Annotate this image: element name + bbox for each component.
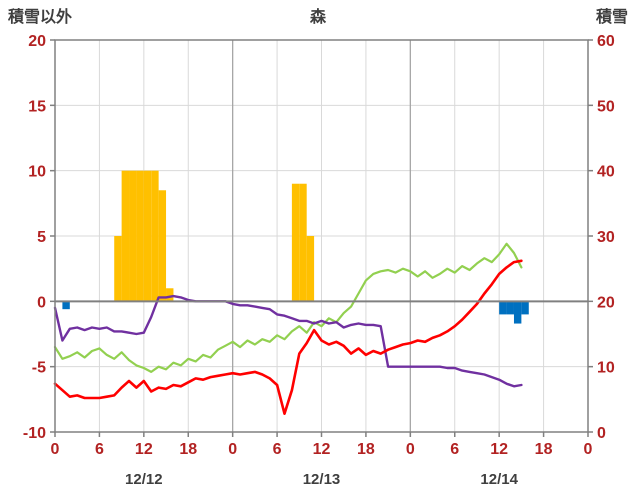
left-tick-label: -5 (32, 360, 46, 377)
x-tick-label: 18 (357, 441, 375, 458)
left-axis-title: 積雪以外 (7, 7, 72, 26)
green-line (53, 242, 523, 373)
right-tick-label: 10 (597, 360, 615, 377)
orange-bars (129, 170, 137, 302)
orange-bars (166, 288, 174, 302)
orange-bars (299, 183, 307, 302)
blue-bars (513, 301, 522, 324)
right-tick-label: 20 (597, 294, 615, 311)
left-tick-label: 10 (28, 164, 46, 181)
x-tick-label: 6 (450, 441, 459, 458)
x-tick-label: 12 (490, 441, 508, 458)
orange-bars (158, 190, 167, 302)
x-tick-label: 0 (584, 441, 593, 458)
left-tick-label: -10 (23, 425, 46, 442)
x-tick-label: 0 (228, 441, 237, 458)
right-axis-title: 積雪 (595, 7, 628, 26)
x-tick-label: 0 (406, 441, 415, 458)
red-line (53, 259, 523, 416)
left-tick-label: 0 (37, 294, 46, 311)
orange-bars (291, 183, 300, 302)
x-tick-label: 6 (95, 441, 104, 458)
chart-title: 森 (310, 7, 327, 26)
right-tick-label: 50 (597, 98, 615, 115)
x-tick-label: 0 (51, 441, 60, 458)
blue-bars (62, 301, 70, 310)
orange-bars (151, 170, 159, 302)
purple-line (53, 294, 523, 388)
x-tick-label: 12 (313, 441, 331, 458)
orange-bars (306, 236, 315, 302)
left-tick-label: 5 (37, 229, 46, 246)
x-tick-label: 6 (273, 441, 282, 458)
right-tick-label: 40 (597, 164, 615, 181)
x-tick-label: 18 (179, 441, 197, 458)
orange-bars (143, 170, 152, 302)
date-label: 12/13 (303, 471, 341, 488)
orange-bars (136, 170, 144, 302)
x-tick-label: 18 (535, 441, 553, 458)
left-tick-label: 20 (28, 33, 46, 50)
left-tick-label: 15 (28, 98, 46, 115)
date-label: 12/14 (480, 471, 518, 488)
blue-bars (506, 301, 514, 315)
blue-bars (499, 301, 507, 315)
x-tick-label: 12 (135, 441, 153, 458)
right-tick-label: 30 (597, 229, 615, 246)
right-tick-label: 60 (597, 33, 615, 50)
right-tick-label: 0 (597, 425, 606, 442)
orange-bars (121, 170, 130, 302)
date-label: 12/12 (125, 471, 163, 488)
orange-bars (114, 236, 122, 302)
blue-bars (521, 301, 529, 315)
